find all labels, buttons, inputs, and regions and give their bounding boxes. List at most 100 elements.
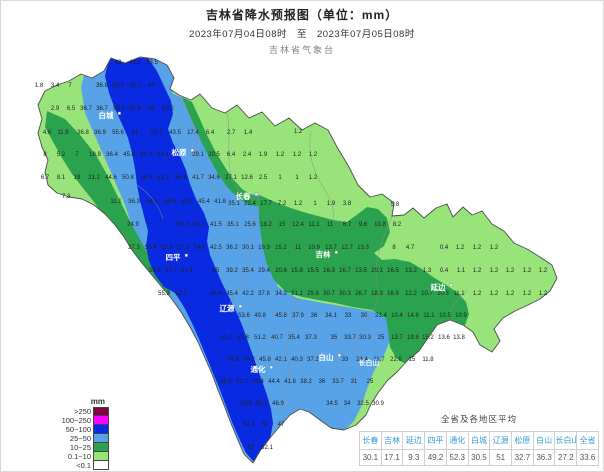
precip-value: 35.1	[228, 201, 240, 207]
precip-value: 58.3	[113, 106, 125, 112]
precip-value: 1.2	[456, 245, 465, 251]
precip-value: 13.6	[438, 335, 450, 341]
precip-value: 11.1	[308, 222, 320, 228]
precip-value: 58.9	[140, 175, 152, 181]
precip-value: 58.4	[164, 199, 176, 205]
precip-value: 55	[148, 106, 155, 112]
precip-value: 44	[148, 83, 155, 89]
precip-value: 36.9	[94, 130, 106, 136]
precip-value: 33.5	[146, 60, 158, 66]
precip-value: 10.9	[308, 245, 320, 251]
precip-value: 20.6	[275, 268, 287, 274]
precip-value: 30.9	[372, 401, 384, 407]
precip-value: 42.1	[275, 357, 287, 363]
precip-value: 13.3	[357, 245, 369, 251]
prefecture-boundary	[178, 95, 218, 192]
precip-value: 13.7	[391, 335, 403, 341]
precip-value: 22.6	[390, 357, 402, 363]
precip-value: 43	[115, 60, 122, 66]
precip-value: 31	[351, 379, 358, 385]
city-marker	[190, 148, 194, 152]
legend-item: 25~50	[29, 434, 109, 443]
precip-value: 10.9	[455, 313, 467, 319]
legend-item-label: 0.1~10	[67, 452, 91, 461]
precip-value: 17.7	[260, 201, 272, 207]
precip-value: 13.7	[325, 245, 337, 251]
precip-value: 1	[295, 175, 299, 181]
precip-value: 7	[75, 152, 79, 158]
precip-value: 7	[68, 83, 72, 89]
precip-value: 50.8	[122, 175, 134, 181]
precip-value: 38.2	[300, 379, 312, 385]
city-marker	[254, 192, 258, 196]
precip-value: 1.2	[294, 129, 303, 135]
precip-value: 52.6	[161, 245, 173, 251]
precip-value: 1.8	[35, 83, 44, 89]
precip-value: 1.2	[309, 175, 318, 181]
prefecture-boundary	[309, 130, 334, 221]
precip-value: 16.3	[323, 268, 335, 274]
region-avg-value: 17.1	[380, 449, 404, 466]
precip-value: 36	[319, 379, 326, 385]
precip-value: 49.8	[254, 313, 266, 319]
precip-value: 8.2	[393, 222, 402, 228]
precip-value: 56.4	[175, 175, 187, 181]
precip-value: 58.8	[177, 222, 189, 228]
precip-value: 7.2	[278, 201, 287, 207]
precip-value: 40.3	[291, 357, 303, 363]
precip-value: 36.4	[106, 152, 118, 158]
precip-value: 1.2	[276, 152, 285, 158]
city-label-松原: 松原	[172, 147, 187, 157]
legend-item-label: 10~25	[69, 443, 91, 452]
precip-value: 12.2	[405, 291, 417, 297]
prefecture-boundary	[279, 297, 298, 411]
legend-rows: >250 100~250 50~100 25~50 10~25 0.1~10 <0.1	[29, 407, 109, 470]
band-50-100	[105, 58, 273, 462]
precip-value: 41.8	[284, 379, 296, 385]
precip-value: 34.2	[275, 291, 287, 297]
precip-value: 35.1	[227, 222, 239, 228]
precip-value: 12.4	[292, 222, 304, 228]
precip-value: 18.8	[89, 152, 101, 158]
precip-value: 5.2	[57, 152, 66, 158]
precip-value: 1.2	[506, 268, 515, 274]
precip-value: 21.2	[88, 175, 100, 181]
precip-value: 30.1	[242, 245, 254, 251]
precip-value: 31.1	[291, 291, 303, 297]
precip-value: 11	[327, 222, 334, 228]
precip-value: 29.8	[307, 291, 319, 297]
precip-value: 52	[262, 422, 269, 428]
region-avg-value: 30.1	[359, 449, 382, 466]
precip-value: 36.2	[226, 245, 238, 251]
precip-value: 54.1	[243, 422, 255, 428]
legend-item: >250	[29, 407, 109, 416]
precip-value: 13.2	[405, 268, 417, 274]
precip-value: 15	[409, 357, 416, 363]
precip-value: 30.3	[359, 335, 371, 341]
prefecture-boundary	[226, 112, 260, 200]
precip-value: 12.7	[341, 245, 353, 251]
legend-item-label: 25~50	[69, 434, 91, 443]
city-label-吉林: 吉林	[316, 249, 331, 259]
precip-value: 1.2	[294, 201, 303, 207]
precip-value: 16.5	[387, 268, 399, 274]
precip-legend: mm >250 100~250 50~100 25~50 10~25 0.1~10 <0.1	[29, 397, 109, 470]
table-value-row: 30.1 17.1 9.3 49.2 52.3 30.5 51 32.7 36.3 27.2 33.…	[359, 449, 599, 466]
precip-value: 39.2	[226, 268, 238, 274]
precip-value: 34	[344, 401, 351, 407]
region-average-table: 长春吉林延边四平通化白城辽源松原白山长白山全省 30.117.19.349.25…	[359, 431, 599, 466]
precip-value: 37.3	[305, 335, 317, 341]
precip-value: 45.8	[275, 313, 287, 319]
precip-value: 10.5	[439, 313, 451, 319]
precip-value: 25.6	[244, 222, 256, 228]
city-marker	[184, 253, 188, 257]
precip-value: 6.4	[227, 152, 236, 158]
precip-value: 3.4	[51, 83, 60, 89]
precip-value: 47	[278, 422, 285, 428]
precip-value: 53.6	[238, 313, 250, 319]
precip-value: 1.2	[473, 268, 482, 274]
precip-value: 51.2	[256, 401, 268, 407]
precip-value: 18.2	[260, 222, 272, 228]
city-label-长白山: 长白山	[359, 358, 380, 367]
